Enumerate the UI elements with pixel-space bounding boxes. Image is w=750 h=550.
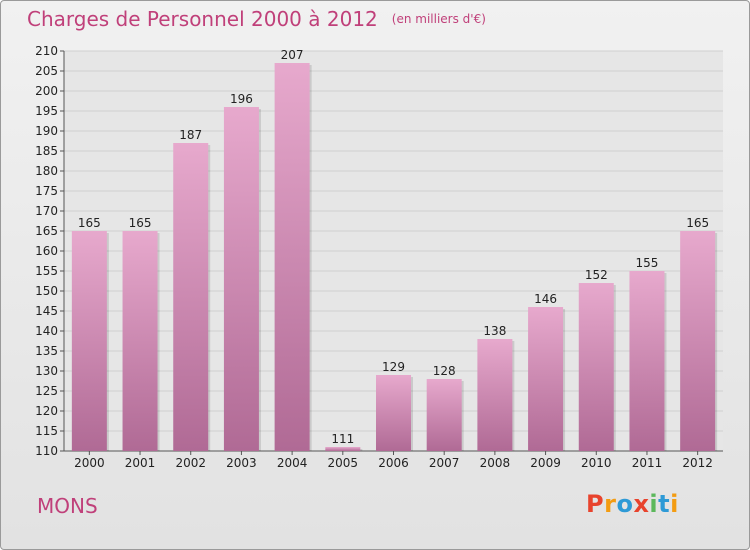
y-tick-label: 145 [35,304,58,318]
bar-2009 [528,307,564,451]
y-tick-label: 185 [35,144,58,158]
x-tick-label-2004: 2004 [277,456,308,470]
y-tick-label: 170 [35,204,58,218]
bar-2002 [173,143,209,451]
data-label-2000: 165 [78,216,101,230]
data-label-2008: 138 [483,324,506,338]
bar-2001 [122,231,158,451]
logo-letter: o [616,490,634,518]
x-tick-label-2011: 2011 [632,456,663,470]
x-tick-label-2005: 2005 [328,456,359,470]
bar-2000 [71,231,107,451]
logo-letter: t [658,490,671,518]
y-tick-label: 200 [35,84,58,98]
bar-2010 [578,283,614,451]
y-tick-label: 190 [35,124,58,138]
data-label-2003: 196 [230,92,253,106]
chart-title-text: Charges de Personnel 2000 à 2012 [27,7,378,31]
y-tick-label: 125 [35,384,58,398]
logo-letter: i [649,490,659,518]
x-tick-label-2006: 2006 [378,456,409,470]
x-tick-label-2007: 2007 [429,456,460,470]
y-tick-label: 195 [35,104,58,118]
x-tick-label-2010: 2010 [581,456,612,470]
y-tick-label: 120 [35,404,58,418]
data-label-2001: 165 [129,216,152,230]
chart-subtitle: (en milliers d'€) [391,12,486,26]
logo-letter: P [586,490,605,518]
data-label-2010: 152 [585,268,608,282]
y-tick-label: 180 [35,164,58,178]
bar-2012 [680,231,716,451]
x-tick-label-2001: 2001 [125,456,156,470]
y-tick-label: 165 [35,224,58,238]
y-tick-label: 160 [35,244,58,258]
data-label-2012: 165 [686,216,709,230]
chart-title: Charges de Personnel 2000 à 2012 (en mill… [27,7,486,31]
y-tick-label: 110 [35,444,58,458]
x-tick-label-2002: 2002 [175,456,206,470]
data-label-2005: 111 [331,432,354,446]
bar-2003 [223,107,259,451]
bar-2007 [426,379,462,451]
x-tick-label-2000: 2000 [74,456,105,470]
logo-letter: i [670,490,679,518]
data-label-2004: 207 [281,48,304,62]
y-tick-label: 140 [35,324,58,338]
data-label-2002: 187 [179,128,202,142]
y-tick-label: 155 [35,264,58,278]
bar-2008 [477,339,513,451]
data-label-2009: 146 [534,292,557,306]
y-tick-label: 175 [35,184,58,198]
x-tick-label-2009: 2009 [530,456,561,470]
data-label-2007: 128 [433,364,456,378]
data-label-2006: 129 [382,360,405,374]
y-tick-label: 210 [35,44,58,58]
logo-letter: r [604,490,617,518]
bar-2005 [325,447,361,451]
x-tick-label-2003: 2003 [226,456,257,470]
y-tick-label: 135 [35,344,58,358]
y-tick-label: 115 [35,424,58,438]
data-label-2011: 155 [636,256,659,270]
bar-2006 [376,375,411,451]
bar-2004 [274,63,310,451]
y-tick-label: 130 [35,364,58,378]
logo-letter: x [633,490,650,518]
y-tick-label: 205 [35,64,58,78]
x-tick-label-2008: 2008 [480,456,511,470]
proxiti-logo[interactable]: Proxiti [586,490,679,518]
y-tick-label: 150 [35,284,58,298]
x-tick-label-2012: 2012 [682,456,713,470]
bar-2011 [629,271,665,451]
city-name: MONS [37,494,98,518]
